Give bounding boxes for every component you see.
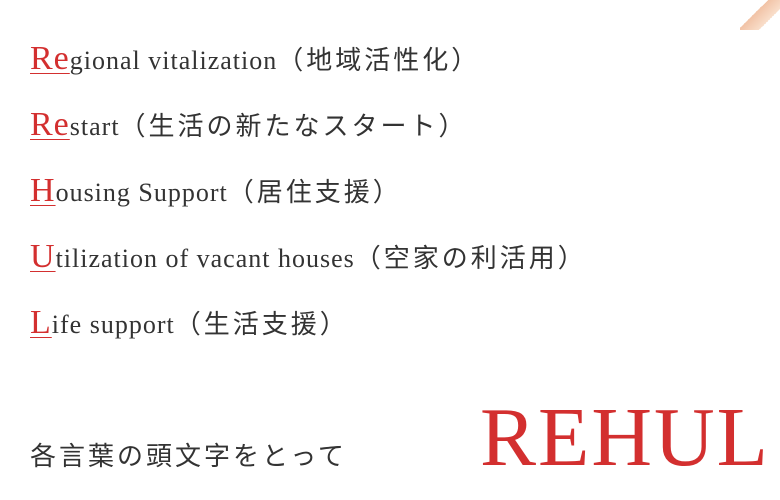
japanese-translation: （地域活性化） [277,46,480,75]
definition-line: Utilization of vacant houses（空家の利活用） [30,238,750,276]
definition-line: Housing Support（居住支援） [30,172,750,210]
japanese-translation: （生活支援） [175,310,349,339]
acronym-definition-list: Regional vitalization（地域活性化） Restart（生活の… [0,0,780,342]
english-term: start [70,112,120,141]
definition-line: Restart（生活の新たなスタート） [30,106,750,144]
corner-decoration [740,0,780,30]
english-term: tilization of vacant houses [56,244,355,273]
initial-letters: Re [30,106,70,143]
initial-letters: H [30,172,56,209]
definition-line: Regional vitalization（地域活性化） [30,40,750,78]
bottom-row: 各言葉の頭文字をとって REHUL [30,396,770,480]
initial-letters: L [30,304,52,341]
english-term: gional vitalization [70,46,277,75]
initial-letters: Re [30,40,70,77]
english-term: ife support [52,310,175,339]
initial-letters: U [30,238,56,275]
english-term: ousing Support [56,178,228,207]
summary-text: 各言葉の頭文字をとって [30,436,347,473]
japanese-translation: （居住支援） [228,178,402,207]
japanese-translation: （空家の利活用） [355,244,587,273]
acronym-title: REHUL [480,396,770,480]
japanese-translation: （生活の新たなスタート） [120,112,468,141]
definition-line: Life support（生活支援） [30,304,750,342]
